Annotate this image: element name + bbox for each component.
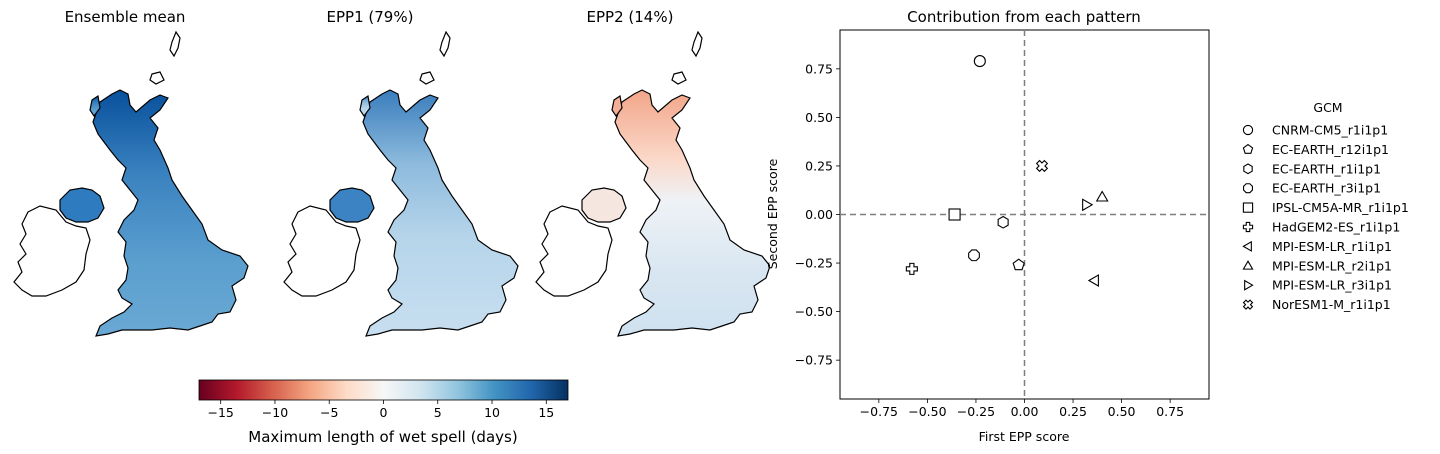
legend-label: MPI-ESM-LR_r1i1p1: [1272, 239, 1392, 254]
map-title-ensemble-mean: Ensemble mean: [64, 8, 186, 26]
x-tick-label: 0.00: [1011, 404, 1039, 419]
x-tick-label: 0.25: [1059, 404, 1087, 419]
legend-label: EC-EARTH_r1i1p1: [1272, 161, 1381, 176]
legend-marker-EC-EARTH_r3i1p1: [1242, 183, 1254, 194]
point-NorESM1-M_r1i1p1: [1035, 159, 1049, 173]
colorbar-tick-label: −5: [320, 405, 338, 420]
legend-label: IPSL-CM5A-MR_r1i1p1: [1272, 200, 1409, 215]
x-axis-label: First EPP score: [979, 429, 1070, 444]
point-IPSL-CM5A-MR_r1i1p1: [948, 208, 961, 221]
point-MPI-ESM-LR_r2i1p1: [1095, 190, 1109, 202]
legend-label: EC-EARTH_r3i1p1: [1272, 181, 1381, 196]
point-MPI-ESM-LR_r1i1p1: [1087, 274, 1099, 287]
y-tick-label: −0.50: [795, 304, 833, 319]
y-tick-label: 0.25: [805, 158, 833, 173]
legend-marker-NorESM1-M_r1i1p1: [1242, 299, 1254, 310]
scatter-title: Contribution from each pattern: [907, 8, 1141, 26]
colorbar-tick-label: 5: [434, 405, 442, 420]
scatter-chart: Contribution from each pattern −0.75 −0.5…: [765, 8, 1409, 444]
colorbar-tick-label: −15: [208, 405, 234, 420]
map-title-epp1: EPP1 (79%): [326, 8, 414, 26]
point-CNRM-CM5_r1i1p1: [973, 55, 986, 68]
map-panels: [13, 31, 770, 337]
colorbar-tick-label: −10: [262, 405, 288, 420]
legend-label: CNRM-CM5_r1i1p1: [1272, 123, 1388, 138]
legend-marker-CNRM-CM5_r1i1p1: [1242, 124, 1254, 136]
x-tick-label: 0.50: [1108, 404, 1136, 419]
point-HadGEM2-ES_r1i1p1: [905, 262, 918, 275]
legend-label: MPI-ESM-LR_r3i1p1: [1272, 278, 1392, 293]
legend-marker-EC-EARTH_r1i1p1: [1243, 163, 1253, 175]
legend-marker-MPI-ESM-LR_r3i1p1: [1244, 279, 1254, 291]
legend-title: GCM: [1313, 100, 1342, 115]
colorbar: −15 −10 −5 0 5 10 15 Maximum length of wet spe…: [198, 379, 569, 446]
point-EC-EARTH_r3i1p1: [968, 249, 980, 262]
legend-marker-MPI-ESM-LR_r2i1p1: [1242, 260, 1254, 270]
legend-label: NorESM1-M_r1i1p1: [1272, 297, 1391, 312]
legend-label: EC-EARTH_r12i1p1: [1272, 142, 1389, 157]
map-ensemble-mean: [13, 31, 249, 337]
legend-label: HadGEM2-ES_r1i1p1: [1272, 220, 1400, 235]
y-tick-label: −0.25: [795, 256, 833, 271]
map-epp1: [283, 31, 519, 337]
point-MPI-ESM-LR_r3i1p1: [1082, 198, 1094, 212]
legend: GCM CNRM-CM5_r1i1p1 EC-EARTH_r12i1p1 EC-EA…: [1242, 100, 1409, 312]
y-tick-label: 0.50: [805, 110, 833, 125]
y-axis-label: Second EPP score: [765, 158, 780, 269]
y-tick-label: 0.00: [805, 207, 833, 222]
legend-label: MPI-ESM-LR_r2i1p1: [1272, 258, 1392, 273]
map-title-epp2: EPP2 (14%): [586, 8, 674, 26]
colorbar-tick-label: 15: [538, 405, 554, 420]
point-EC-EARTH_r12i1p1: [1012, 258, 1025, 271]
legend-marker-MPI-ESM-LR_r1i1p1: [1242, 240, 1252, 252]
legend-marker-IPSL-CM5A-MR_r1i1p1: [1242, 202, 1254, 213]
colorbar-gradient: [198, 379, 569, 401]
y-tick-label: −0.75: [795, 353, 833, 368]
x-tick-label: 0.75: [1156, 404, 1184, 419]
legend-marker-EC-EARTH_r12i1p1: [1242, 143, 1254, 154]
colorbar-label: Maximum length of wet spell (days): [248, 428, 517, 446]
colorbar-tick-label: 10: [484, 405, 500, 420]
x-tick-label: −0.50: [908, 404, 946, 419]
point-EC-EARTH_r1i1p1: [997, 215, 1009, 229]
colorbar-tick-label: 0: [380, 405, 388, 420]
x-tick-label: −0.25: [957, 404, 995, 419]
legend-marker-HadGEM2-ES_r1i1p1: [1242, 221, 1254, 233]
x-tick-label: −0.75: [860, 404, 898, 419]
map-epp2: [535, 31, 770, 337]
y-tick-label: 0.75: [805, 61, 833, 76]
